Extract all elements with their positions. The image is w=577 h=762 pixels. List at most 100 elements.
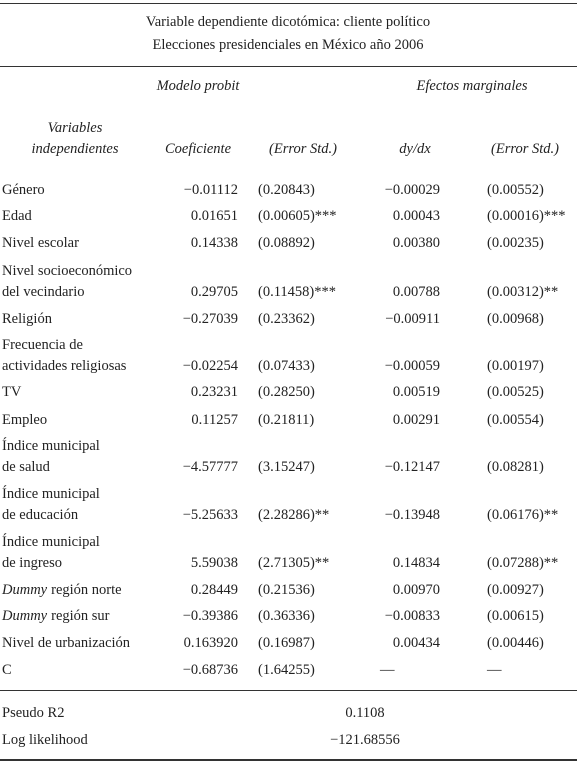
cell: 0.00519 bbox=[392, 384, 440, 400]
rule bbox=[0, 3, 577, 4]
cell: — bbox=[487, 662, 502, 678]
rule bbox=[0, 759, 577, 761]
cell: 0.00434 bbox=[392, 635, 440, 651]
row-label: de educación bbox=[2, 507, 79, 523]
cell: 0.00043 bbox=[392, 208, 440, 224]
cell: 0.23231 bbox=[190, 384, 238, 400]
cell: −5.25633 bbox=[182, 507, 238, 523]
column-header: Coeficiente bbox=[164, 141, 232, 157]
cell: (0.20843) bbox=[258, 182, 315, 198]
cell: (0.07433) bbox=[258, 358, 315, 374]
cell: (0.21811) bbox=[258, 412, 315, 428]
cell: 0.00291 bbox=[392, 412, 440, 428]
cell: (0.00197) bbox=[487, 358, 544, 374]
cell: −0.00833 bbox=[384, 608, 440, 624]
cell: (3.15247) bbox=[258, 459, 315, 475]
cell: (0.11458)*** bbox=[258, 284, 336, 300]
row-label: Religión bbox=[2, 311, 52, 327]
cell: (0.00016)*** bbox=[487, 208, 566, 224]
row-label: Índice municipal bbox=[2, 438, 100, 454]
group-header: Modelo probit bbox=[156, 78, 240, 94]
cell: −0.39386 bbox=[182, 608, 238, 624]
cell: (0.28250) bbox=[258, 384, 315, 400]
cell: 0.01651 bbox=[190, 208, 238, 224]
cell: (0.00968) bbox=[487, 311, 544, 327]
cell: 0.29705 bbox=[190, 284, 238, 300]
title: Variable dependiente dicotómica: cliente… bbox=[145, 14, 431, 30]
row-label: del vecindario bbox=[2, 284, 85, 300]
cell: 0.14834 bbox=[392, 555, 440, 571]
footer-label: Pseudo R2 bbox=[2, 705, 65, 721]
row-label: región sur bbox=[51, 608, 110, 624]
row-label: actividades religiosas bbox=[2, 358, 127, 374]
cell: 0.00970 bbox=[392, 582, 440, 598]
row-label: región norte bbox=[51, 582, 122, 598]
cell: 0.28449 bbox=[190, 582, 238, 598]
cell: −0.27039 bbox=[182, 311, 238, 327]
cell: (0.00312)** bbox=[487, 284, 559, 300]
cell: −0.00029 bbox=[384, 182, 440, 198]
row-label: Nivel escolar bbox=[2, 235, 79, 251]
cell: −0.00059 bbox=[384, 358, 440, 374]
cell: −0.02254 bbox=[182, 358, 238, 374]
cell: (1.64255) bbox=[258, 662, 315, 678]
cell: (0.08281) bbox=[487, 459, 544, 475]
cell: (0.00554) bbox=[487, 412, 544, 428]
cell: (0.00615) bbox=[487, 608, 544, 624]
cell: (0.00235) bbox=[487, 235, 544, 251]
cell: (0.07288)** bbox=[487, 555, 559, 571]
column-header: (Error Std.) bbox=[269, 141, 337, 157]
column-header: dy/dx bbox=[399, 141, 431, 157]
row-label: Dummy bbox=[2, 608, 48, 624]
cell: (0.06176)** bbox=[487, 507, 559, 523]
cell: (0.36336) bbox=[258, 608, 315, 624]
cell: 0.00788 bbox=[392, 284, 440, 300]
cell: −4.57777 bbox=[182, 459, 238, 475]
subtitle: Elecciones presidenciales en México año … bbox=[152, 37, 424, 53]
row-label: Nivel de urbanización bbox=[2, 635, 131, 651]
row-label: Índice municipal bbox=[2, 486, 100, 502]
column-header: Variables bbox=[47, 120, 103, 136]
row-label: de salud bbox=[2, 459, 50, 475]
row-label: C bbox=[2, 662, 12, 678]
footer-label: Log likelihood bbox=[2, 732, 88, 748]
footer-value: 0.1108 bbox=[345, 705, 385, 721]
cell: — bbox=[380, 662, 395, 678]
row-label: Nivel socioeconómico bbox=[2, 263, 133, 279]
row-label: Género bbox=[2, 182, 45, 198]
cell: (0.00525) bbox=[487, 384, 544, 400]
row-label: de ingreso bbox=[2, 555, 62, 571]
cell: −0.00911 bbox=[385, 311, 440, 327]
cell: (2.28286)** bbox=[258, 507, 330, 523]
cell: −0.13948 bbox=[384, 507, 440, 523]
cell: (0.21536) bbox=[258, 582, 315, 598]
row-label: Índice municipal bbox=[2, 534, 100, 550]
cell: −0.68736 bbox=[182, 662, 238, 678]
row-label: Empleo bbox=[2, 412, 48, 428]
rule bbox=[0, 690, 577, 691]
row-label: Dummy bbox=[2, 582, 48, 598]
cell: (2.71305)** bbox=[258, 555, 330, 571]
cell: (0.08892) bbox=[258, 235, 315, 251]
cell: 5.59038 bbox=[190, 555, 238, 571]
cell: 0.00380 bbox=[392, 235, 440, 251]
row-label: Frecuencia de bbox=[2, 337, 83, 353]
cell: −0.01112 bbox=[183, 182, 238, 198]
cell: (0.00446) bbox=[487, 635, 544, 651]
cell: 0.163920 bbox=[183, 635, 238, 651]
cell: 0.11257 bbox=[191, 412, 238, 428]
column-header: independientes bbox=[31, 141, 119, 157]
cell: (0.00927) bbox=[487, 582, 544, 598]
cell: 0.14338 bbox=[190, 235, 238, 251]
cell: −0.12147 bbox=[384, 459, 440, 475]
cell: (0.00552) bbox=[487, 182, 544, 198]
group-header: Efectos marginales bbox=[416, 78, 528, 94]
footer-value: −121.68556 bbox=[330, 732, 400, 748]
cell: (0.16987) bbox=[258, 635, 315, 651]
row-label: TV bbox=[2, 384, 22, 400]
column-header: (Error Std.) bbox=[491, 141, 559, 157]
cell: (0.23362) bbox=[258, 311, 315, 327]
row-label: Edad bbox=[2, 208, 32, 224]
rule bbox=[0, 66, 577, 67]
